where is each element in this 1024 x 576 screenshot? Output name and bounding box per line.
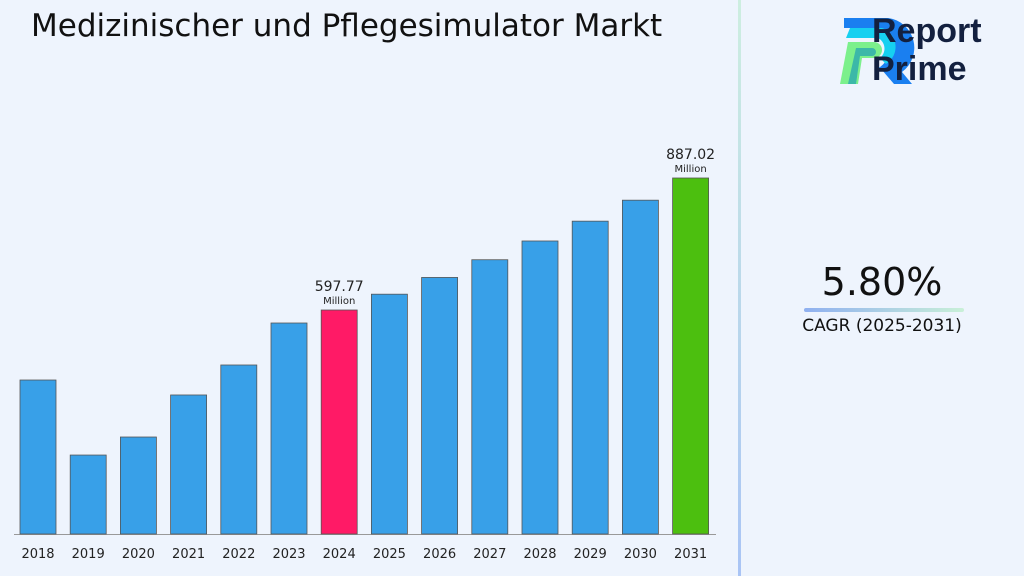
bar-2026 (421, 277, 459, 535)
bar-2025 (370, 293, 408, 535)
bar-chart: 2018 2019 2020 2021 2022 2023 2024 2025 2026 2027… (14, 147, 716, 562)
x-tick-label: 2020 (122, 547, 155, 562)
bar-2023 (270, 322, 308, 535)
bar-2028 (521, 240, 559, 535)
bar-2021 (170, 394, 208, 535)
bar-2027 (471, 259, 509, 535)
bar-2020 (120, 436, 157, 535)
x-tick-label: 2018 (21, 547, 54, 562)
bar-2031 (672, 177, 709, 535)
bar-2018 (19, 379, 57, 535)
x-tick-label: 2022 (222, 547, 255, 562)
x-tick-label: 2019 (72, 547, 105, 562)
data-label-unit: Million (323, 296, 355, 307)
cagr-underline (804, 308, 964, 312)
x-tick-label: 2024 (323, 547, 356, 562)
brand-line-2: Prime (872, 50, 967, 88)
bar-2030 (622, 199, 659, 535)
x-tick-label: 2028 (523, 547, 556, 562)
cagr-label: CAGR (2025-2031) (802, 316, 962, 336)
x-tick-label: 2027 (473, 547, 506, 562)
divider (738, 0, 741, 576)
report-prime-logo (840, 18, 915, 84)
bar-2029 (571, 220, 609, 535)
x-tick-label: 2029 (574, 547, 607, 562)
bar-2019 (69, 454, 107, 535)
x-tick-label: 2025 (373, 547, 406, 562)
brand-name: Report Prime (872, 12, 982, 88)
x-tick-label: 2026 (423, 547, 456, 562)
bar-2024 (320, 309, 358, 535)
x-tick-label: 2030 (624, 547, 657, 562)
data-label-value: 887.02 (666, 147, 715, 163)
bar-2022 (220, 364, 258, 535)
x-tick-label: 2023 (272, 547, 305, 562)
x-tick-label: 2021 (172, 547, 205, 562)
cagr-value: 5.80% (821, 260, 943, 304)
brand-line-1: Report (872, 12, 982, 50)
data-label-value: 597.77 (315, 279, 364, 295)
x-tick-label: 2031 (674, 547, 707, 562)
chart-title: Medizinischer und Pflegesimulator Markt (31, 8, 663, 44)
data-label-unit: Million (674, 164, 706, 175)
